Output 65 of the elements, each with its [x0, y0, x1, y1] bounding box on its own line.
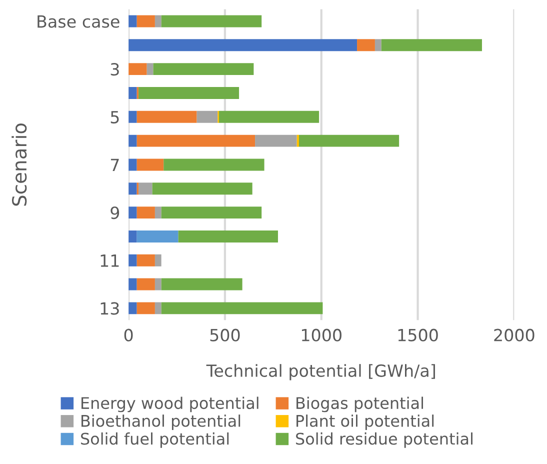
x-axis-title: Technical potential [GWh/a]	[206, 364, 435, 380]
bar	[136, 302, 155, 314]
bar	[136, 206, 155, 219]
bar	[196, 110, 218, 123]
legend-label: Plant oil potential	[296, 414, 434, 430]
x-tick-label: 500	[210, 328, 240, 342]
bar	[128, 39, 358, 52]
y-tick-label: 3	[110, 63, 119, 76]
bar	[128, 278, 137, 290]
bar	[128, 63, 147, 76]
bar	[138, 87, 240, 99]
legend-label: Biogas potential	[296, 396, 423, 412]
bar	[357, 39, 375, 52]
legend-label: Energy wood potential	[82, 396, 258, 412]
y-tick-label: 5	[110, 111, 119, 124]
bar	[128, 134, 137, 147]
bar	[255, 134, 297, 147]
x-tick-label: 2000	[494, 328, 534, 342]
bar	[161, 302, 323, 314]
bar	[381, 39, 482, 52]
bar	[136, 278, 155, 290]
bar	[164, 158, 264, 171]
bar	[161, 15, 262, 28]
bar	[154, 302, 162, 314]
bar	[374, 39, 382, 52]
x-tick-label: 1000	[302, 328, 342, 342]
legend-label: Solid residue potential	[296, 432, 472, 448]
x-tick-label: 1500	[398, 328, 438, 342]
y-tick-label: 11	[100, 254, 119, 267]
y-tick-label: 9	[110, 206, 120, 220]
bar	[154, 15, 162, 28]
bar	[128, 87, 137, 99]
bar	[153, 63, 254, 76]
bar	[136, 134, 256, 147]
legend-label: Bioethanol potential	[82, 414, 240, 430]
bar	[218, 110, 320, 123]
y-tick-label: 7	[110, 158, 119, 172]
y-tick-label: Base case	[38, 15, 120, 28]
bar	[128, 158, 137, 171]
bar	[128, 182, 137, 195]
bar	[154, 278, 162, 290]
bar	[128, 302, 137, 314]
bar	[298, 134, 400, 147]
legend-label: Solid fuel potential	[81, 432, 229, 448]
bar	[154, 254, 162, 266]
y-axis-title: Scenario	[12, 124, 27, 206]
y-tick-label: 13	[100, 302, 119, 315]
bar	[136, 158, 164, 171]
bar	[128, 230, 137, 242]
bar	[178, 230, 278, 242]
bar	[128, 206, 137, 219]
bar	[136, 230, 178, 242]
bar	[136, 254, 155, 266]
bar	[154, 206, 162, 219]
bar	[161, 206, 262, 219]
bar	[161, 278, 242, 290]
bar	[128, 110, 137, 123]
x-tick-label: 0	[124, 328, 133, 342]
bar	[136, 15, 155, 28]
bar	[152, 182, 252, 195]
bar	[138, 182, 152, 195]
bar	[136, 110, 197, 123]
bar	[128, 15, 137, 28]
bar	[146, 63, 154, 76]
bar	[128, 254, 137, 266]
